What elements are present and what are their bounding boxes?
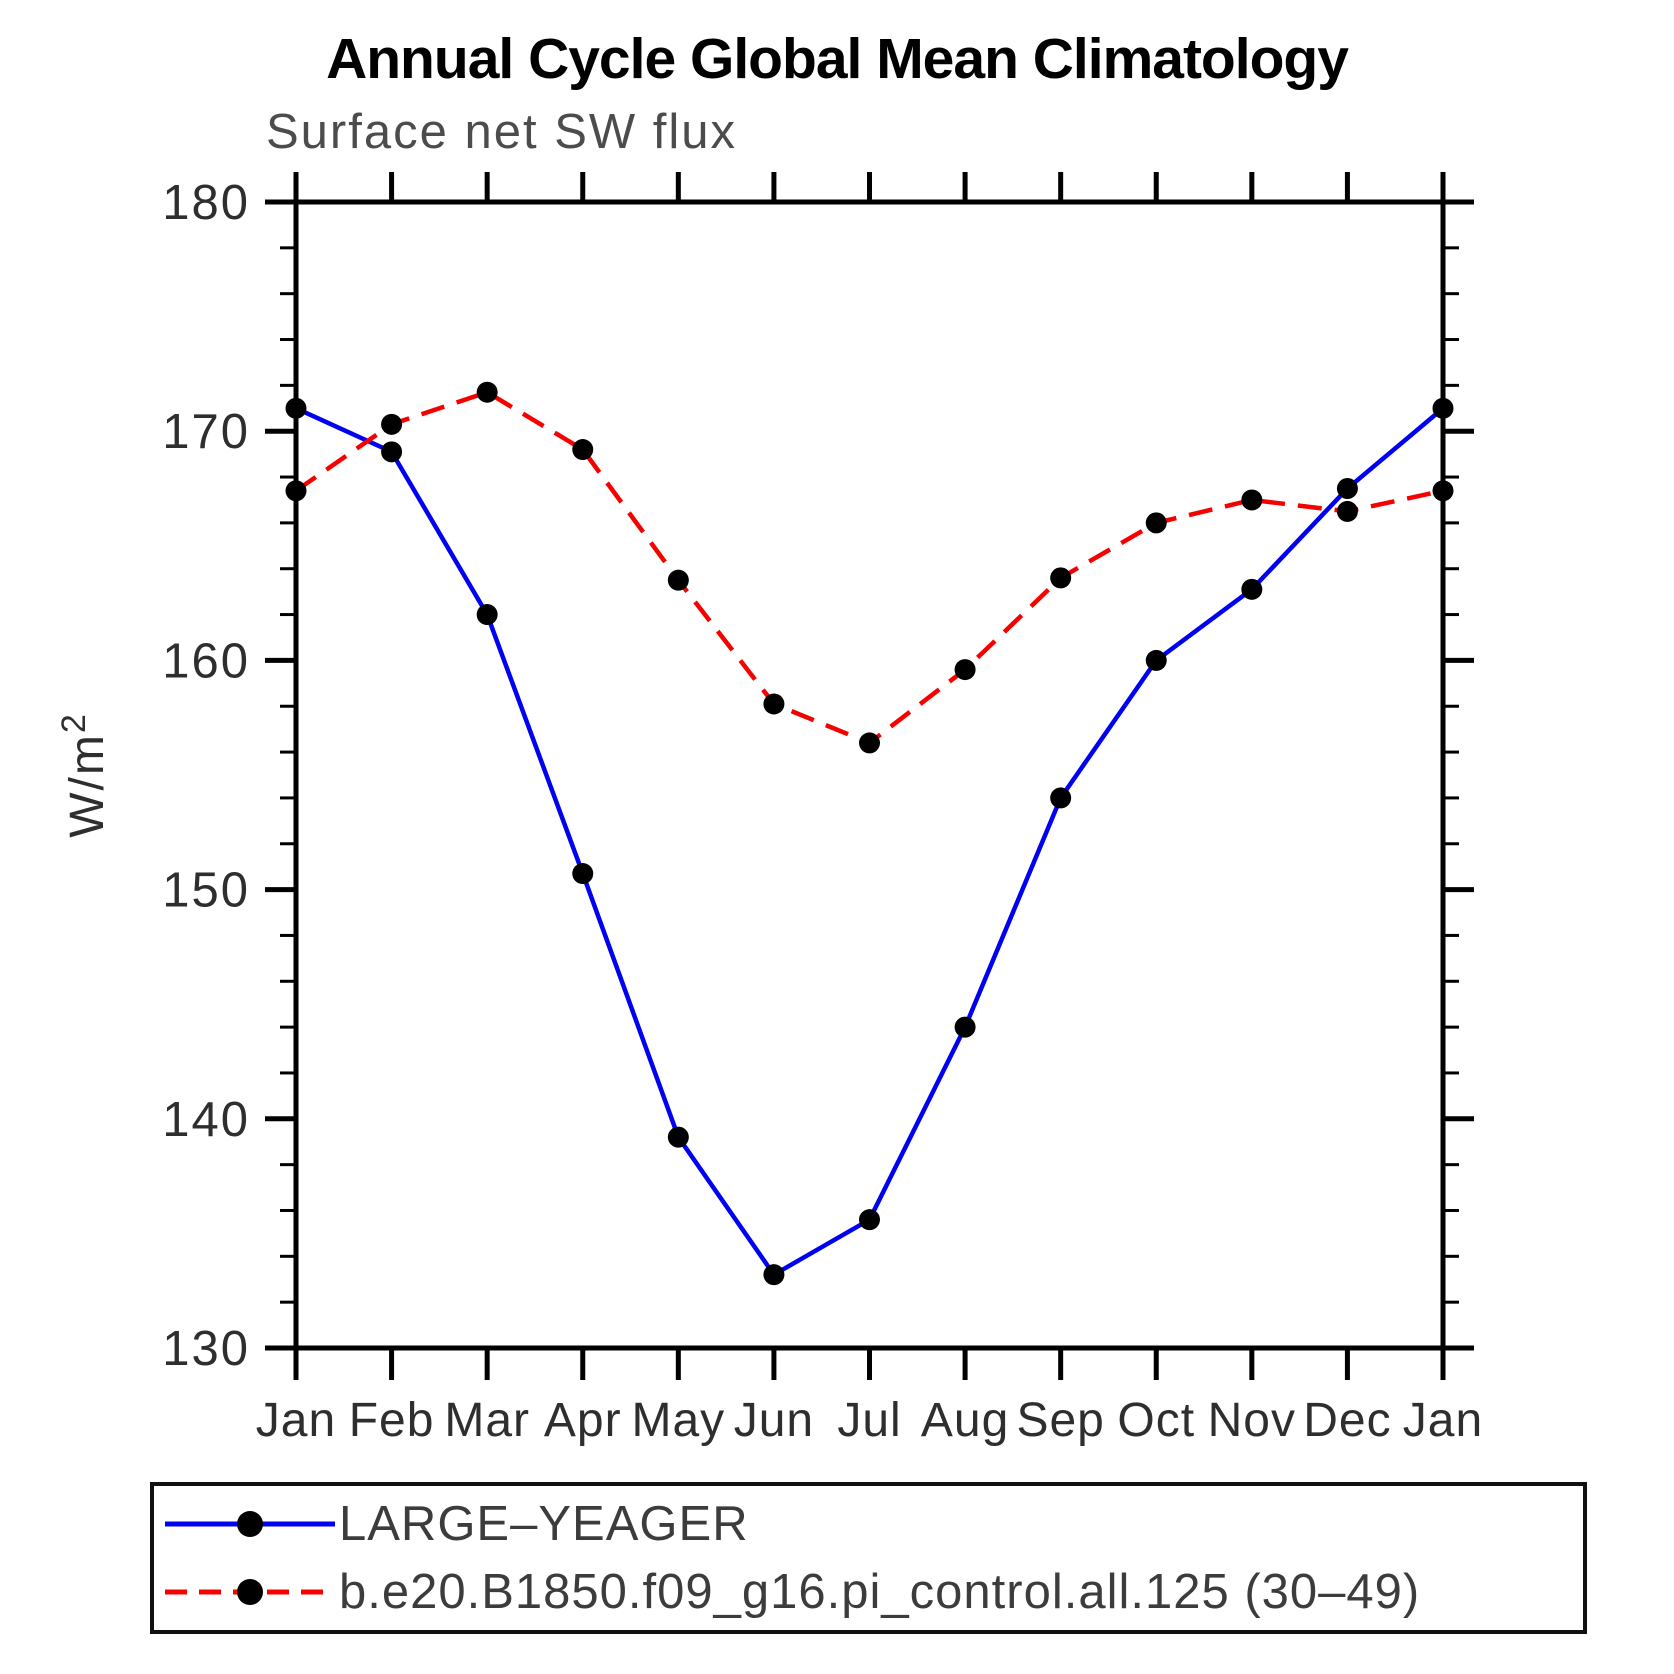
y-tick-label: 160 — [162, 634, 250, 688]
legend-label: LARGE–YEAGER — [339, 1496, 749, 1551]
data-point — [1241, 489, 1263, 511]
data-point — [667, 1126, 689, 1148]
y-tick-label: 170 — [162, 405, 250, 459]
data-point — [1432, 480, 1454, 502]
legend-sample-solid-line — [165, 1511, 335, 1537]
x-tick-label: Jul — [837, 1394, 901, 1447]
x-tick-label: Nov — [1208, 1394, 1296, 1447]
data-point — [763, 693, 785, 715]
legend-sample-dashed-line — [165, 1579, 335, 1605]
data-point — [763, 1264, 785, 1286]
data-point — [572, 863, 594, 885]
legend-marker-dot-icon — [237, 1511, 263, 1537]
chart-subtitle: Surface net SW flux — [266, 105, 738, 159]
chart-title: Annual Cycle Global Mean Climatology — [326, 27, 1349, 91]
data-point — [285, 480, 307, 502]
data-point — [1336, 500, 1358, 522]
x-tick-label: Feb — [349, 1394, 435, 1447]
data-point — [954, 659, 976, 681]
x-tick-label: Aug — [921, 1394, 1009, 1447]
x-tick-label: Mar — [444, 1394, 530, 1447]
y-tick-label: 130 — [162, 1322, 250, 1376]
data-point — [1432, 397, 1454, 419]
data-point — [954, 1016, 976, 1038]
y-tick-label: 140 — [162, 1093, 250, 1147]
data-point — [381, 413, 403, 435]
legend-item-pi-control: b.e20.B1850.f09_g16.pi_control.all.125 (… — [161, 1566, 1583, 1618]
x-tick-label: Oct — [1117, 1394, 1195, 1447]
x-tick-label: Sep — [1016, 1394, 1104, 1447]
data-point — [1145, 649, 1167, 671]
y-tick-label: 180 — [162, 176, 250, 230]
x-tick-label: Jan — [256, 1394, 336, 1447]
x-tick-label: Jan — [1403, 1394, 1483, 1447]
data-point — [1050, 567, 1072, 589]
x-tick-label: Jun — [734, 1394, 814, 1447]
legend-label: b.e20.B1850.f09_g16.pi_control.all.125 (… — [339, 1564, 1421, 1619]
series-line-0 — [295, 406, 1445, 1278]
data-point — [1050, 787, 1072, 809]
data-point — [572, 439, 594, 461]
y-axis-title: W/m2 — [55, 712, 114, 838]
data-point — [859, 732, 880, 754]
data-point — [476, 381, 498, 403]
data-point — [476, 604, 498, 626]
legend-box: LARGE–YEAGER b.e20.B1850.f09_g16.pi_cont… — [150, 1482, 1587, 1634]
data-point — [381, 441, 403, 463]
data-point — [859, 1209, 880, 1231]
x-tick-label: Dec — [1303, 1394, 1391, 1447]
axis-frame — [293, 199, 1446, 1351]
x-tick-label: May — [631, 1394, 725, 1447]
legend-item-large-yeager: LARGE–YEAGER — [161, 1498, 1583, 1550]
data-point — [1241, 578, 1263, 600]
data-point — [1145, 512, 1167, 534]
y-tick-label: 150 — [162, 864, 250, 918]
legend-marker-dot-icon — [237, 1579, 263, 1605]
data-point — [667, 569, 689, 591]
data-point — [285, 397, 307, 419]
x-tick-label: Apr — [544, 1394, 622, 1447]
data-point — [1336, 478, 1358, 499]
